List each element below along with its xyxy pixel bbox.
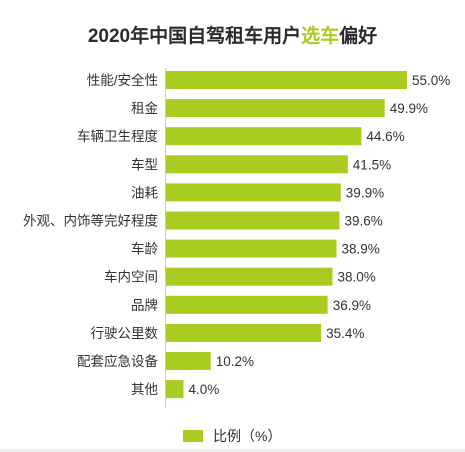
category-label-8: 品牌 [131,297,158,313]
value-label-9: 35.4% [326,326,364,341]
value-label-4: 39.9% [346,185,384,200]
bar-5 [166,211,340,230]
category-label-3: 车型 [131,156,158,172]
value-label-5: 39.6% [345,214,383,229]
value-label-0: 55.0% [412,73,450,88]
legend: 比例（%） [183,426,281,446]
bar-9 [166,323,322,342]
bar-6 [166,239,337,258]
value-label-6: 38.9% [342,242,380,257]
chart-title-part-1: 2020年中国自驾租车用户 [87,26,302,47]
value-label-10: 10.2% [216,354,254,369]
bottom-divider [0,449,465,452]
category-label-0: 性能/安全性 [87,72,158,88]
chart-title: 2020年中国自驾租车用户选车偏好 [0,21,465,48]
bar-7 [166,267,333,286]
category-label-6: 车龄 [131,241,158,257]
value-label-2: 44.6% [366,129,404,144]
chart-title-part-3: 偏好 [339,26,378,47]
bar-10 [166,352,211,370]
bar-4 [166,183,341,202]
bar-0 [166,71,407,89]
category-label-10: 配套应急设备 [77,353,158,369]
value-label-11: 4.0% [189,382,220,397]
category-label-5: 外观、内饰等完好程度 [23,213,158,229]
bar-3 [166,155,348,174]
category-label-2: 车辆卫生程度 [77,128,158,144]
value-label-1: 49.9% [390,101,428,116]
bar-2 [166,127,362,146]
category-label-11: 其他 [131,382,158,397]
legend-swatch [183,430,203,442]
category-label-4: 油耗 [131,185,158,200]
value-label-8: 36.9% [333,298,371,313]
chart-title-accent: 选车 [301,26,340,47]
bar-1 [166,99,385,118]
value-label-7: 38.0% [338,270,376,285]
legend-label: 比例（%） [213,428,282,444]
bar-11 [166,380,184,399]
category-label-7: 车内空间 [104,269,158,285]
category-label-1: 租金 [131,101,158,116]
value-label-3: 41.5% [353,157,391,172]
bar-8 [166,295,328,314]
bars-group: 性能/安全性 55.0% 租金 49.9% 车辆卫生程度 44.6% 车型 41.5% 油耗 39… [23,71,450,399]
category-label-9: 行驶公里数 [91,326,159,341]
